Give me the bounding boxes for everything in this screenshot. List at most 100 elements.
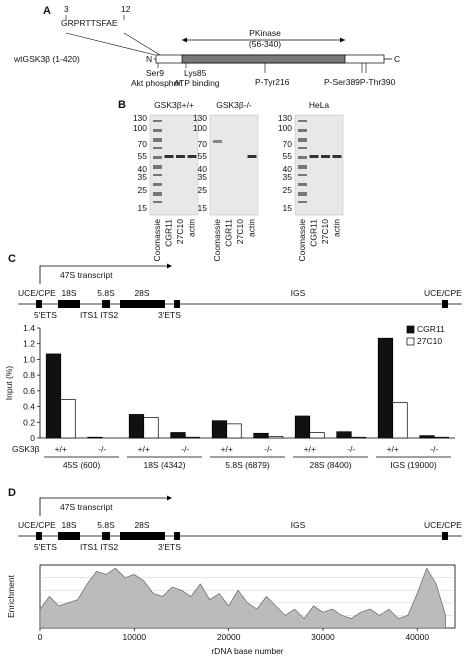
band bbox=[332, 155, 342, 158]
residue-label: 3 bbox=[64, 4, 69, 14]
bar bbox=[253, 432, 269, 439]
band bbox=[298, 156, 307, 159]
rdna-block bbox=[102, 300, 110, 308]
y-tick-label: 0.2 bbox=[23, 417, 35, 427]
band bbox=[153, 120, 162, 122]
blot-title: GSK3β-/- bbox=[216, 100, 252, 110]
group-label: 28S (8400) bbox=[309, 460, 351, 470]
domain-range: (56-340) bbox=[249, 39, 281, 49]
genotype-label: -/- bbox=[430, 444, 438, 454]
x-tick-label: 0 bbox=[38, 632, 43, 642]
bar bbox=[45, 353, 62, 439]
band bbox=[298, 174, 307, 176]
site-note: Akt phosphor. bbox=[131, 78, 183, 88]
group-label: 18S (4342) bbox=[143, 460, 185, 470]
bar bbox=[128, 414, 145, 439]
blot bbox=[149, 114, 199, 216]
bar bbox=[226, 423, 242, 439]
spacer-label: ITS1 ITS2 bbox=[80, 310, 119, 320]
marker-label: 100 bbox=[133, 123, 147, 133]
bar bbox=[419, 435, 435, 439]
site-label: P-Ser389P-Thr390 bbox=[324, 77, 396, 87]
bar bbox=[392, 402, 408, 439]
band bbox=[153, 147, 162, 149]
lane-label: 27C10 bbox=[235, 219, 245, 244]
x-tick-label: 40000 bbox=[405, 632, 429, 642]
panel-letter: D bbox=[8, 487, 16, 499]
band bbox=[153, 174, 162, 176]
bar bbox=[294, 415, 311, 439]
group-label: 45S (600) bbox=[63, 460, 100, 470]
lane-label: Coomassie bbox=[212, 219, 222, 262]
bar bbox=[336, 431, 352, 439]
spacer-label: 3'ETS bbox=[158, 542, 181, 552]
site-ticks bbox=[157, 63, 367, 73]
legend-swatch bbox=[406, 325, 415, 334]
lane-label: actin bbox=[247, 219, 257, 237]
lane-label: 27C10 bbox=[175, 219, 185, 244]
rna-label: 18S bbox=[61, 288, 76, 298]
lane-label: Coomassie bbox=[152, 219, 162, 262]
band bbox=[298, 201, 307, 203]
legend-swatch bbox=[406, 337, 415, 346]
marker-label: 55 bbox=[138, 151, 148, 161]
marker-label: 15 bbox=[138, 203, 148, 213]
bar bbox=[267, 436, 284, 439]
rdna-block bbox=[58, 532, 80, 540]
rdna-block bbox=[58, 300, 80, 308]
band bbox=[153, 183, 162, 186]
band bbox=[153, 138, 162, 142]
group-label: 5.8S (6879) bbox=[225, 460, 270, 470]
rna-label: 5.8S bbox=[97, 520, 115, 530]
panel-letter: C bbox=[8, 253, 16, 265]
marker-label: 25 bbox=[198, 185, 208, 195]
marker-label: 70 bbox=[138, 139, 148, 149]
group-label: IGS (19000) bbox=[390, 460, 436, 470]
rdna-block bbox=[120, 532, 165, 540]
y-tick-label: 0 bbox=[30, 433, 35, 443]
residue-label: 12 bbox=[121, 4, 131, 14]
band bbox=[153, 192, 162, 196]
y-tick-label: 0.6 bbox=[23, 386, 35, 396]
spacer-label: 5'ETS bbox=[34, 310, 57, 320]
igs-label: IGS bbox=[291, 288, 306, 298]
marker-label: 130 bbox=[193, 113, 207, 123]
bar bbox=[143, 417, 159, 439]
protein-label: wtGSK3β (1-420) bbox=[13, 54, 80, 64]
arrow-head bbox=[167, 263, 172, 269]
transcript-arrow bbox=[39, 497, 168, 516]
bar bbox=[350, 436, 367, 439]
n-terminus: N bbox=[146, 54, 152, 64]
band bbox=[247, 155, 257, 158]
rna-label: 28S bbox=[134, 288, 149, 298]
panel-letter: B bbox=[118, 99, 126, 111]
bar bbox=[60, 399, 76, 439]
band bbox=[187, 155, 197, 158]
genotype-label: -/- bbox=[98, 444, 106, 454]
genotype-label: +/+ bbox=[221, 444, 233, 454]
y-axis-label: Input (%) bbox=[4, 366, 14, 401]
kinase-domain bbox=[181, 54, 346, 64]
marker-label: 130 bbox=[278, 113, 292, 123]
marker-label: 40 bbox=[198, 164, 208, 174]
rna-label: 28S bbox=[134, 520, 149, 530]
site-label: Ser9 bbox=[146, 68, 164, 78]
x-tick-label: 30000 bbox=[311, 632, 335, 642]
band bbox=[321, 155, 330, 158]
band bbox=[298, 165, 307, 169]
marker-label: 70 bbox=[198, 139, 208, 149]
site-note: ATP binding bbox=[174, 78, 220, 88]
blot-title: GSK3β+/+ bbox=[154, 100, 194, 110]
rna-label: 18S bbox=[61, 520, 76, 530]
lane-label: 27C10 bbox=[320, 219, 330, 244]
marker-label: 70 bbox=[283, 139, 293, 149]
marker-label: 35 bbox=[138, 172, 148, 182]
genotype-label: -/- bbox=[264, 444, 272, 454]
genotype-label: -/- bbox=[181, 444, 189, 454]
band bbox=[153, 156, 162, 159]
lane-label: CGR11 bbox=[309, 219, 319, 247]
bar bbox=[184, 436, 201, 439]
band bbox=[176, 155, 185, 158]
y-tick-label: 0.8 bbox=[23, 370, 35, 380]
bar bbox=[211, 420, 228, 439]
